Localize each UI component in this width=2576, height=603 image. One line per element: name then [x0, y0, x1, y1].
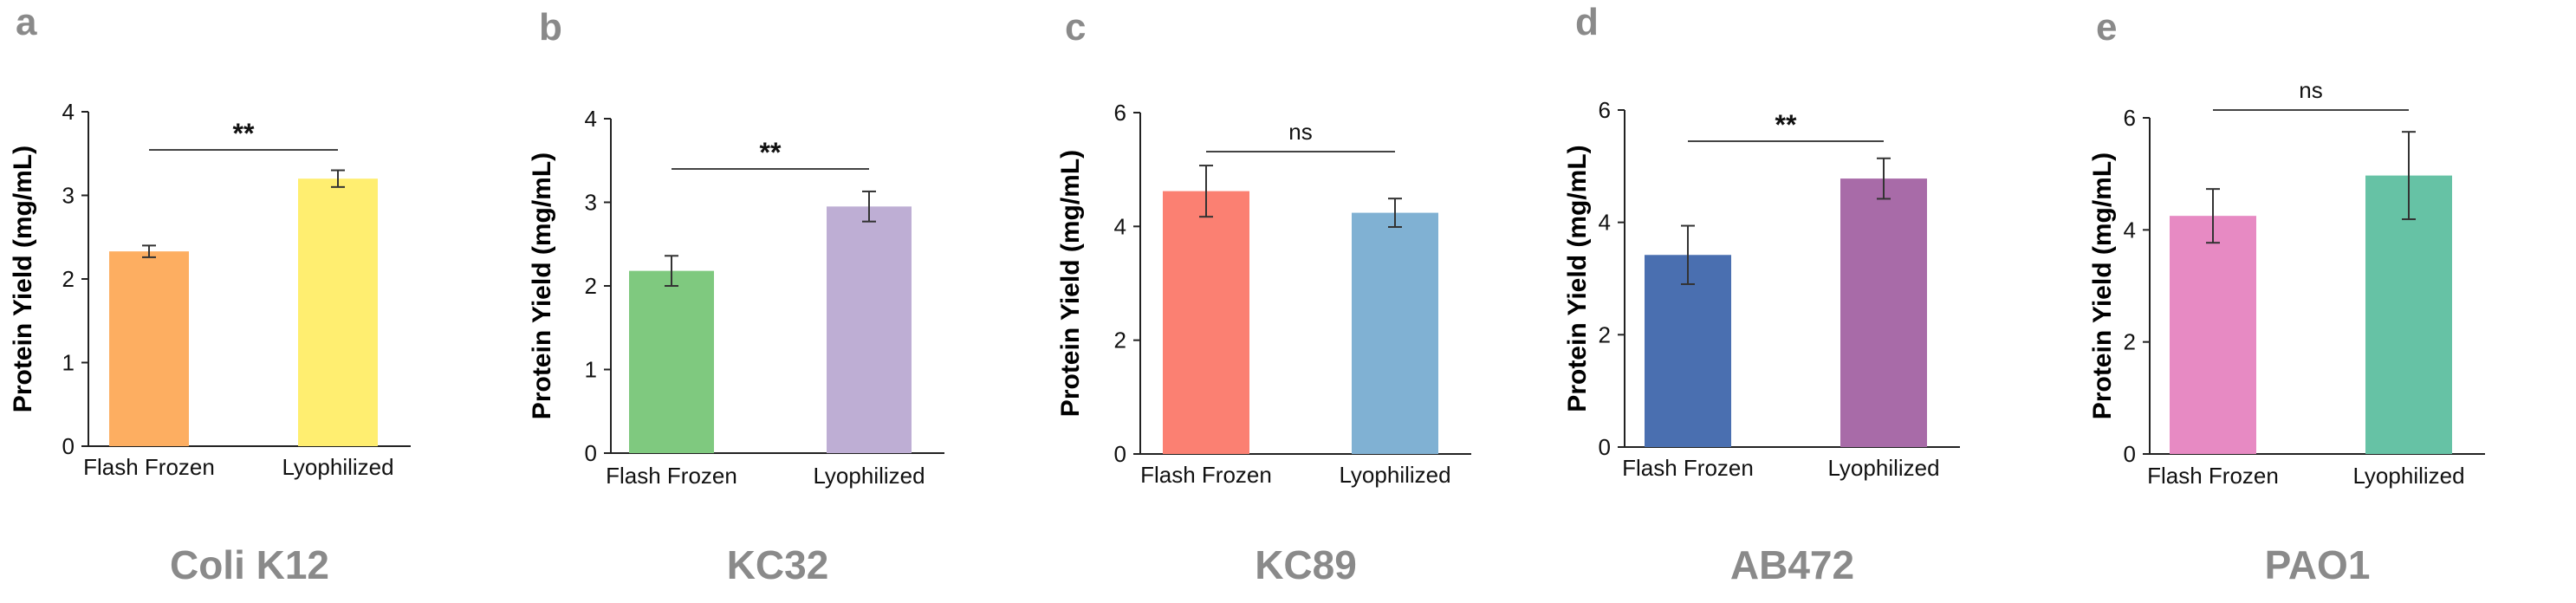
y-axis-label: Protein Yield (mg/mL): [1563, 145, 1592, 412]
bar-lyophilized: [2365, 175, 2452, 454]
bar-flash-frozen: [1163, 191, 1249, 454]
panel-label: a: [16, 1, 37, 43]
chart-panel-d: d Protein Yield (mg/mL) 0 2 4 6 Flash Frozen Ly…: [1563, 1, 1960, 587]
y-tick-label: 4: [585, 106, 597, 132]
y-tick-label: 3: [585, 190, 597, 216]
panel-label: c: [1065, 6, 1086, 49]
bar-lyophilized: [1840, 178, 1927, 447]
y-tick-label: 3: [62, 183, 75, 209]
x-tick-label: Lyophilized: [2352, 463, 2464, 489]
y-tick-label: 4: [1114, 213, 1126, 239]
panel-label: e: [2096, 6, 2117, 49]
y-tick-label: 6: [1599, 97, 1611, 123]
y-tick-label: 2: [62, 266, 75, 292]
panel-label: d: [1575, 1, 1599, 43]
y-axis-label: Protein Yield (mg/mL): [1056, 150, 1085, 417]
significance-label: ns: [1288, 119, 1312, 145]
chart-panel-a: a Protein Yield (mg/mL) 0 1 2 3 4 Flash Frozen L…: [9, 1, 411, 587]
y-axis-label: Protein Yield (mg/mL): [2088, 152, 2117, 419]
y-tick-label: 2: [1599, 321, 1611, 347]
x-tick-label: Flash Frozen: [2147, 463, 2279, 489]
y-tick-label: 2: [585, 273, 597, 299]
significance-label: **: [760, 137, 782, 168]
x-tick-label: Flash Frozen: [1140, 462, 1272, 488]
bar-lyophilized: [827, 206, 912, 453]
panel-label: b: [539, 6, 562, 49]
y-tick-label: 2: [2124, 329, 2136, 355]
y-tick-label: 0: [62, 433, 75, 459]
bar-flash-frozen: [2170, 216, 2256, 454]
x-tick-label: Lyophilized: [282, 454, 393, 480]
x-tick-label: Flash Frozen: [606, 463, 737, 489]
strain-title: PAO1: [2265, 542, 2371, 587]
significance-label: **: [233, 118, 255, 149]
x-tick-label: Flash Frozen: [1622, 455, 1754, 481]
y-tick-label: 0: [1114, 441, 1126, 467]
y-tick-label: 6: [1114, 100, 1126, 126]
significance-label: ns: [2299, 77, 2322, 103]
chart-panel-c: c Protein Yield (mg/mL) 0 2 4 6 Flash Frozen Ly…: [1056, 6, 1471, 587]
y-axis-label: Protein Yield (mg/mL): [528, 152, 556, 419]
y-axis-label: Protein Yield (mg/mL): [9, 146, 37, 412]
y-tick-label: 4: [62, 99, 75, 125]
strain-title: KC32: [727, 542, 829, 587]
y-tick-label: 1: [62, 350, 75, 376]
x-tick-label: Lyophilized: [1339, 462, 1450, 488]
y-tick-label: 0: [1599, 434, 1611, 460]
y-tick-label: 1: [585, 357, 597, 383]
x-tick-label: Lyophilized: [813, 463, 925, 489]
chart-panel-e: e Protein Yield (mg/mL) 0 2 4 6 Flash Frozen Ly…: [2088, 6, 2485, 587]
chart-panel-b: b Protein Yield (mg/mL) 0 1 2 3 4 Flash Frozen L…: [528, 6, 944, 587]
strain-title: Coli K12: [170, 542, 329, 587]
x-tick-label: Lyophilized: [1827, 455, 1939, 481]
bar-lyophilized: [298, 178, 378, 446]
y-tick-label: 4: [1599, 210, 1611, 236]
y-tick-label: 6: [2124, 105, 2136, 131]
strain-title: KC89: [1255, 542, 1357, 587]
y-tick-label: 4: [2124, 217, 2136, 243]
y-tick-label: 0: [2124, 441, 2136, 467]
y-tick-label: 0: [585, 440, 597, 466]
strain-title: AB472: [1730, 542, 1854, 587]
bar-lyophilized: [1352, 212, 1438, 454]
significance-label: **: [1775, 109, 1797, 140]
x-tick-label: Flash Frozen: [83, 454, 215, 480]
bar-flash-frozen: [109, 251, 189, 446]
bar-flash-frozen: [629, 270, 714, 453]
y-tick-label: 2: [1114, 327, 1126, 353]
bar-flash-frozen: [1645, 255, 1731, 447]
